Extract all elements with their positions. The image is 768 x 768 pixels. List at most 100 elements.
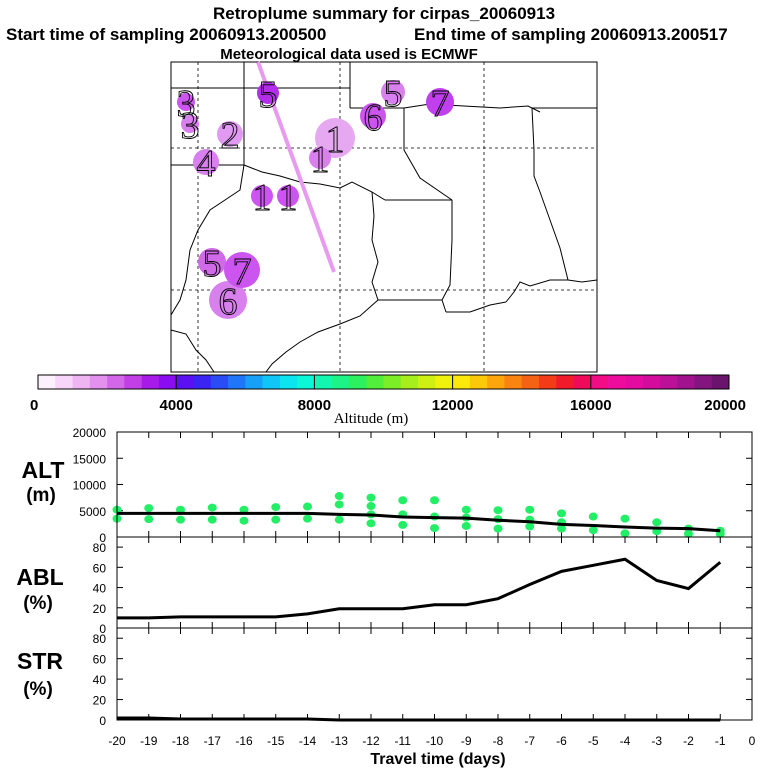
- colorbar-swatch: [176, 375, 194, 389]
- data-point: [652, 518, 662, 527]
- colorbar-swatch: [383, 375, 402, 389]
- data-point: [239, 516, 249, 525]
- map-borders: [170, 62, 598, 373]
- data-point: [430, 524, 439, 533]
- data-point: [398, 496, 408, 505]
- plume-marker: [277, 185, 299, 207]
- data-point: [588, 526, 598, 535]
- data-point: [557, 524, 566, 533]
- data-point: [176, 515, 185, 524]
- x-tick-label: -12: [362, 734, 380, 748]
- chart-title: Retroplume summary for cirpas_20060913: [212, 4, 556, 23]
- y-tick-label: 40: [93, 673, 107, 687]
- y-tick-label: 80: [93, 632, 107, 646]
- plume-marker-label: 1: [253, 177, 272, 219]
- colorbar-swatch: [521, 375, 540, 389]
- panel-frame: [116, 627, 753, 721]
- x-tick-label: -3: [651, 734, 662, 748]
- x-tick-label: -13: [331, 734, 349, 748]
- data-point: [334, 515, 344, 524]
- y-tick-label: 10000: [73, 479, 107, 493]
- x-tick-label: -6: [556, 734, 567, 748]
- panel-frame: [116, 536, 753, 629]
- y-axis-unit: (m): [26, 485, 56, 506]
- colorbar-swatch: [210, 375, 229, 389]
- x-tick-label: -8: [493, 734, 504, 748]
- plume-marker-label: 5: [203, 243, 222, 285]
- plume-marker-label: 2: [221, 115, 240, 157]
- colorbar-swatch: [348, 375, 367, 389]
- plume-marker-label: 3: [177, 83, 196, 125]
- colorbar-axis-label: Altitude (m): [334, 411, 409, 427]
- y-tick-label: 15000: [73, 452, 107, 466]
- plume-marker: [251, 185, 273, 207]
- data-point: [493, 506, 503, 515]
- y-tick-label: 5000: [79, 505, 106, 519]
- y-tick-label: 0: [99, 622, 106, 636]
- plume-marker-label: 6: [364, 97, 383, 139]
- plume-marker-label: 6: [219, 281, 238, 323]
- colorbar-swatch: [400, 375, 419, 389]
- y-axis-label: ALT: [21, 457, 64, 483]
- plume-marker: [360, 103, 386, 129]
- y-axis-unit: (%): [23, 679, 53, 700]
- colorbar-swatch: [141, 375, 160, 389]
- plume-marker-label: 4: [197, 143, 216, 185]
- data-line: [117, 557, 722, 620]
- x-tick-label: -18: [172, 734, 190, 748]
- colorbar-swatch: [625, 375, 643, 389]
- colorbar-swatch: [279, 375, 298, 389]
- plume-marker: [309, 147, 331, 169]
- data-point: [461, 521, 471, 530]
- data-point: [398, 520, 408, 529]
- plume-marker: [209, 281, 247, 319]
- colorbar-swatch: [89, 375, 108, 389]
- plume-marker: [217, 121, 243, 147]
- y-tick-label: 60: [93, 561, 107, 575]
- colorbar-swatch: [538, 375, 557, 389]
- colorbar-swatch: [469, 375, 488, 389]
- x-tick-label: -2: [683, 734, 694, 748]
- plume-marker: [198, 248, 226, 276]
- y-tick-label: 60: [93, 653, 107, 667]
- data-point: [239, 505, 249, 514]
- data-point: [684, 529, 693, 538]
- colorbar-tick-label: 16000: [570, 397, 612, 414]
- colorbar-swatch: [193, 375, 212, 389]
- colorbar-swatch: [504, 375, 522, 389]
- data-point: [144, 515, 154, 524]
- colorbar-swatch: [677, 375, 695, 389]
- x-tick-label: 0: [749, 734, 756, 748]
- y-axis-label: ABL: [16, 564, 63, 590]
- data-point: [588, 512, 598, 521]
- colorbar-swatch: [158, 375, 177, 389]
- colorbar-swatch: [262, 375, 281, 389]
- colorbar-swatch: [642, 375, 661, 389]
- alt-panel: 0 5000 10000 15000 20000 ALT(m): [21, 426, 753, 545]
- colorbar-tick-label: 20000: [704, 397, 746, 414]
- met-data-label: Meteorological data used is ECMWF: [220, 46, 478, 63]
- end-time-label: End time of sampling 20060913.200517: [414, 25, 728, 44]
- colorbar-swatch: [608, 375, 626, 389]
- x-axis-label: Travel time (days): [370, 751, 505, 768]
- plume-marker: [177, 93, 195, 111]
- str-panel: 0 20 40 60 80 STR (%): [17, 627, 753, 728]
- data-line: [117, 511, 721, 533]
- plume-marker-label: 5: [384, 73, 403, 115]
- plume-marker-label: 1: [326, 119, 345, 161]
- y-tick-label: 80: [93, 541, 107, 555]
- data-point: [207, 515, 217, 524]
- colorbar-swatch: [245, 375, 263, 389]
- y-tick-label: 20000: [73, 426, 107, 440]
- data-point: [144, 504, 154, 513]
- data-point: [620, 514, 630, 523]
- colorbar-swatch: [366, 375, 384, 389]
- start-time-label: Start time of sampling 20060913.200500: [6, 25, 327, 44]
- plume-marker: [315, 118, 355, 158]
- colorbar-swatch: [297, 375, 315, 389]
- x-tick-label: -4: [620, 734, 631, 748]
- abl-panel: 0 20 40 60 80 ABL (%): [16, 536, 753, 636]
- data-point: [303, 502, 312, 511]
- colorbar-swatch: [435, 375, 453, 389]
- plume-marker-label: 1: [311, 139, 330, 181]
